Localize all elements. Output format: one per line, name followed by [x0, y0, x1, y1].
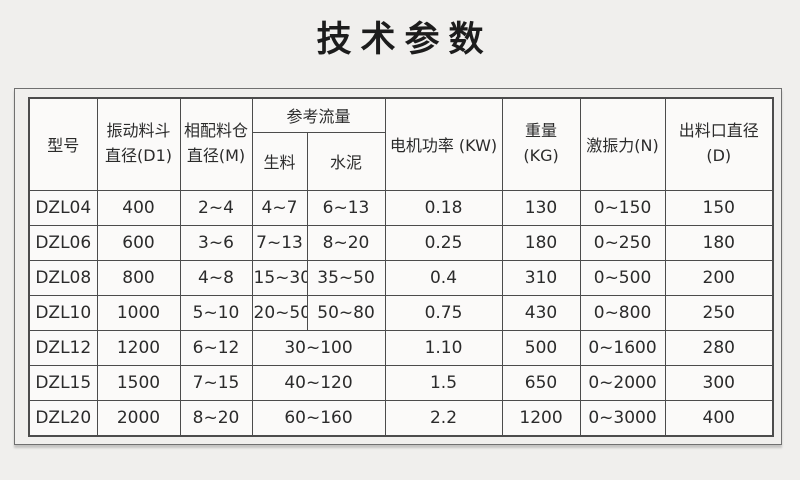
cell-weight: 130: [501, 189, 581, 226]
cell-motor-power: 0.18: [384, 189, 503, 226]
cell-weight: 1200: [501, 400, 581, 437]
cell-weight: 180: [501, 224, 581, 261]
cell-hopper-diameter: 800: [96, 259, 181, 296]
cell-silo-diameter: 3~6: [179, 224, 253, 261]
cell-silo-diameter: 8~20: [179, 400, 253, 437]
table-row: DZL20 2000 8~20 60~160 2.2 1200 0~3000 4…: [28, 400, 774, 437]
col-header-hopper-line2: 直径(D1): [105, 146, 172, 166]
cell-motor-power: 2.2: [384, 400, 503, 437]
col-header-weight-line1: 重量: [525, 121, 558, 141]
cell-hopper-diameter: 1000: [96, 294, 181, 332]
cell-outlet-diameter: 180: [664, 224, 774, 261]
cell-weight: 430: [501, 294, 581, 332]
col-header-motor-power: 电机功率 (KW): [384, 97, 503, 191]
cell-silo-diameter: 6~12: [179, 330, 253, 367]
cell-flow-cement: 35~50: [306, 259, 386, 296]
cell-flow-cement: 50~80: [306, 294, 386, 332]
cell-model: DZL06: [28, 224, 98, 261]
col-header-excitation-force: 激振力(N): [579, 97, 666, 191]
cell-outlet-diameter: 250: [664, 294, 774, 332]
cell-motor-power: 1.5: [384, 365, 503, 402]
cell-motor-power: 0.75: [384, 294, 503, 332]
col-header-flow-group: 参考流量: [251, 97, 386, 133]
table-row: DZL04 400 2~4 4~7 6~13 0.18 130 0~150 15…: [28, 189, 774, 226]
cell-silo-diameter: 2~4: [179, 189, 253, 226]
table-row: DZL10 1000 5~10 20~50 50~80 0.75 430 0~8…: [28, 294, 774, 332]
cell-flow-raw: 20~50: [251, 294, 308, 332]
cell-flow-merged: 40~120: [251, 365, 386, 402]
col-header-hopper-line1: 振动料斗: [106, 121, 171, 141]
col-header-silo-line1: 相配料仓: [183, 121, 248, 141]
cell-hopper-diameter: 600: [96, 224, 181, 261]
cell-weight: 310: [501, 259, 581, 296]
cell-motor-power: 1.10: [384, 330, 503, 367]
cell-excitation-force: 0~3000: [579, 400, 666, 437]
cell-outlet-diameter: 400: [664, 400, 774, 437]
table-row: DZL15 1500 7~15 40~120 1.5 650 0~2000 30…: [28, 365, 774, 402]
cell-weight: 650: [501, 365, 581, 402]
cell-model: DZL10: [28, 294, 98, 332]
cell-model: DZL20: [28, 400, 98, 437]
cell-hopper-diameter: 1200: [96, 330, 181, 367]
col-header-weight-line2: (KG): [523, 146, 559, 166]
col-header-silo-line2: 直径(M): [186, 146, 246, 166]
table-row: DZL08 800 4~8 15~30 35~50 0.4 310 0~500 …: [28, 259, 774, 296]
cell-model: DZL08: [28, 259, 98, 296]
cell-outlet-diameter: 280: [664, 330, 774, 367]
cell-excitation-force: 0~250: [579, 224, 666, 261]
cell-hopper-diameter: 400: [96, 189, 181, 226]
cell-motor-power: 0.25: [384, 224, 503, 261]
cell-excitation-force: 0~2000: [579, 365, 666, 402]
cell-silo-diameter: 7~15: [179, 365, 253, 402]
cell-hopper-diameter: 2000: [96, 400, 181, 437]
table-frame: 型号 振动料斗 直径(D1) 相配料仓 直径(M) 参考流量 电机功率 (KW)…: [14, 88, 782, 445]
page-title: 技术参数: [316, 20, 493, 60]
cell-model: DZL15: [28, 365, 98, 402]
cell-excitation-force: 0~800: [579, 294, 666, 332]
cell-outlet-diameter: 200: [664, 259, 774, 296]
cell-flow-cement: 8~20: [306, 224, 386, 261]
cell-silo-diameter: 4~8: [179, 259, 253, 296]
cell-excitation-force: 0~1600: [579, 330, 666, 367]
cell-flow-cement: 6~13: [306, 189, 386, 226]
col-header-model: 型号: [28, 97, 98, 191]
cell-weight: 500: [501, 330, 581, 367]
cell-motor-power: 0.4: [384, 259, 503, 296]
cell-model: DZL04: [28, 189, 98, 226]
cell-flow-merged: 30~100: [251, 330, 386, 367]
cell-excitation-force: 0~150: [579, 189, 666, 226]
col-header-flow-cement: 水泥: [306, 131, 386, 191]
cell-excitation-force: 0~500: [579, 259, 666, 296]
cell-model: DZL12: [28, 330, 98, 367]
col-header-flow-raw: 生料: [251, 131, 308, 191]
cell-silo-diameter: 5~10: [179, 294, 253, 332]
col-header-outlet-diameter: 出料口直径 (D): [664, 97, 774, 191]
cell-outlet-diameter: 150: [664, 189, 774, 226]
col-header-weight: 重量 (KG): [501, 97, 581, 191]
cell-flow-raw: 15~30: [251, 259, 308, 296]
table-row: DZL12 1200 6~12 30~100 1.10 500 0~1600 2…: [28, 330, 774, 367]
cell-flow-raw: 7~13: [251, 224, 308, 261]
col-header-silo-diameter: 相配料仓 直径(M): [179, 97, 253, 191]
col-header-outlet-line1: 出料口直径: [678, 121, 759, 141]
cell-hopper-diameter: 1500: [96, 365, 181, 402]
cell-flow-merged: 60~160: [251, 400, 386, 437]
cell-flow-raw: 4~7: [251, 189, 308, 226]
col-header-hopper-diameter: 振动料斗 直径(D1): [96, 97, 181, 191]
col-header-outlet-line2: (D): [706, 146, 732, 166]
cell-outlet-diameter: 300: [664, 365, 774, 402]
table-row: DZL06 600 3~6 7~13 8~20 0.25 180 0~250 1…: [28, 224, 774, 261]
spec-table: 型号 振动料斗 直径(D1) 相配料仓 直径(M) 参考流量 电机功率 (KW)…: [28, 97, 775, 437]
